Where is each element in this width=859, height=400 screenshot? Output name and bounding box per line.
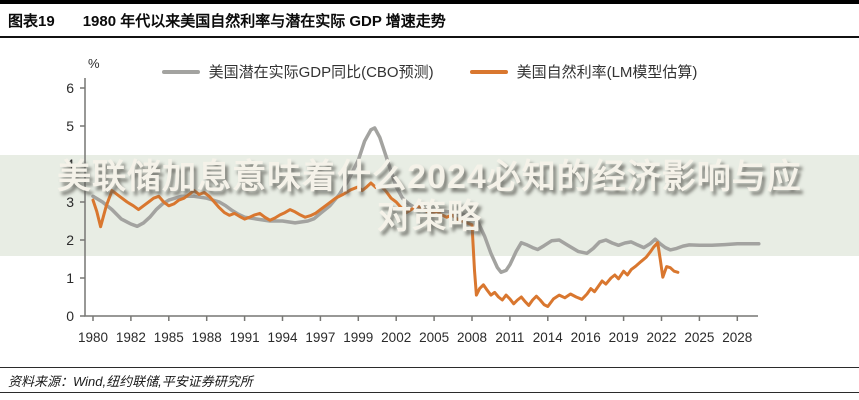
y-axis-label: 2 <box>66 232 74 248</box>
x-axis-label: 1982 <box>116 330 146 345</box>
legend-swatch-orange-line <box>469 69 508 74</box>
x-axis-label: 1991 <box>230 330 260 345</box>
x-axis-label: 1988 <box>192 330 222 345</box>
x-axis-label: 2025 <box>684 330 714 345</box>
x-axis-label: 2016 <box>571 330 601 345</box>
x-axis-label: 2028 <box>722 330 752 345</box>
figure-title: 1980 年代以来美国自然利率与潜在实际 GDP 增速走势 <box>82 13 446 30</box>
x-axis-label: 2019 <box>609 330 639 345</box>
y-axis-unit-label: % <box>88 56 100 71</box>
y-axis-label: 1 <box>66 270 74 286</box>
y-axis-label: 0 <box>66 308 74 324</box>
legend-swatch-gray-line <box>161 69 200 74</box>
x-axis-label: 2011 <box>495 330 524 345</box>
x-axis-label: 2002 <box>381 330 411 345</box>
figure-header: 图表19 1980 年代以来美国自然利率与潜在实际 GDP 增速走势 <box>0 0 859 38</box>
x-axis-label: 2005 <box>419 330 449 345</box>
source-note: 资料来源：Wind,纽约联储,平安证券研究所 <box>8 373 253 389</box>
x-axis-label: 2022 <box>646 330 676 345</box>
figure-number: 图表19 <box>8 13 55 30</box>
x-axis-label: 1985 <box>154 330 184 345</box>
x-axis-label: 1999 <box>343 330 373 345</box>
y-axis-label: 5 <box>66 118 74 134</box>
legend-item-potential-gdp: 美国潜在实际GDP同比(CBO预测) <box>161 61 434 82</box>
y-axis-label: 3 <box>66 194 74 210</box>
chart-line-natural-rate <box>91 181 680 308</box>
x-axis-label: 2014 <box>533 330 564 345</box>
legend-item-natural-rate: 美国自然利率(LM模型估算) <box>469 61 698 82</box>
y-axis-label: 6 <box>66 80 74 96</box>
y-axis-label: 4 <box>66 156 74 172</box>
legend-label-potential-gdp: 美国潜在实际GDP同比(CBO预测) <box>208 64 434 81</box>
x-axis-label: 2008 <box>457 330 487 345</box>
legend-label-natural-rate: 美国自然利率(LM模型估算) <box>516 64 698 81</box>
figure-footer: 资料来源：Wind,纽约联储,平安证券研究所 <box>0 367 859 393</box>
x-axis-label: 1997 <box>305 330 335 345</box>
chart-legend: 美国潜在实际GDP同比(CBO预测) 美国自然利率(LM模型估算) <box>0 61 859 82</box>
x-axis-label: 1980 <box>78 330 108 345</box>
x-axis-label: 1994 <box>267 330 298 345</box>
